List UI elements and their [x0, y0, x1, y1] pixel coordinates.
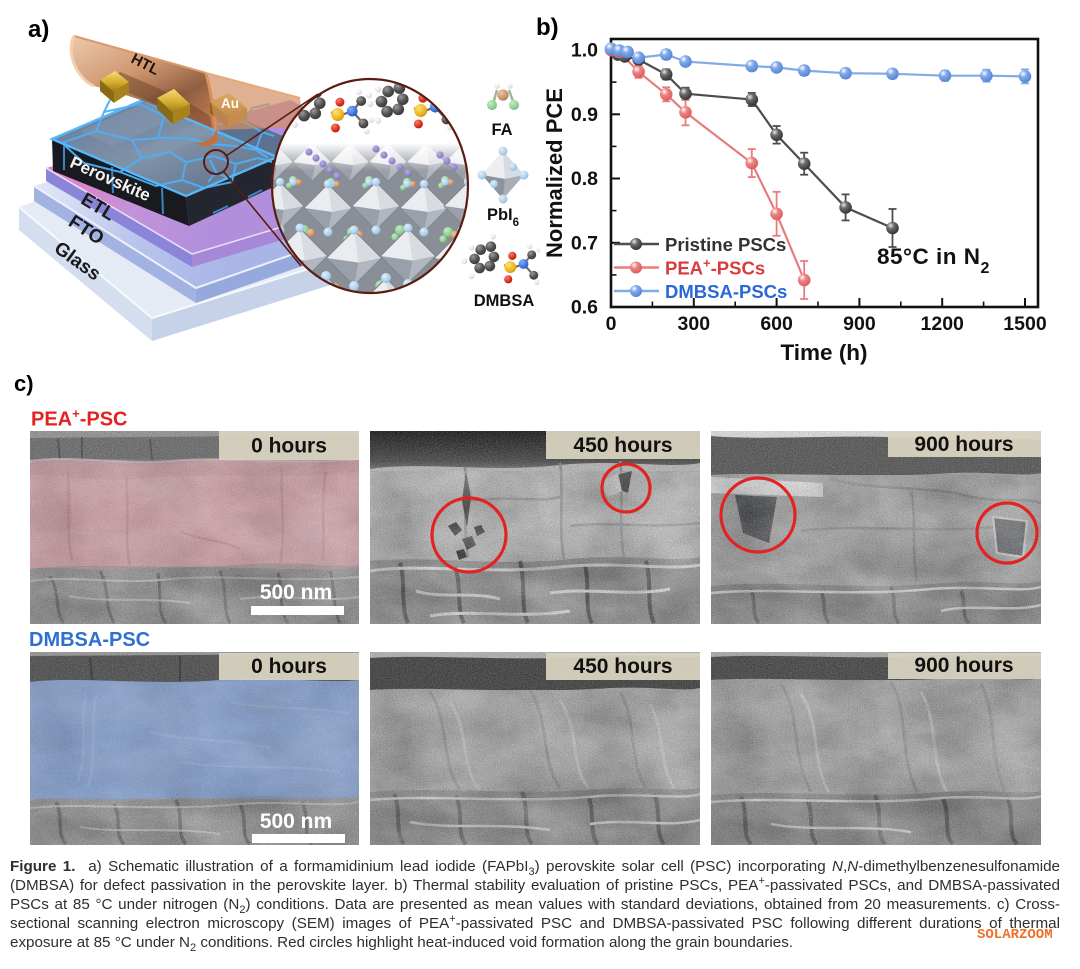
svg-text:450 hours: 450 hours: [573, 434, 672, 457]
svg-text:Au: Au: [221, 96, 239, 111]
svg-text:0 hours: 0 hours: [251, 655, 327, 678]
svg-text:0.6: 0.6: [571, 297, 598, 319]
svg-text:PEA+-PSCs: PEA+-PSCs: [665, 255, 765, 279]
svg-text:PbI6: PbI6: [487, 206, 519, 229]
svg-text:0.8: 0.8: [571, 168, 598, 190]
svg-text:500 nm: 500 nm: [260, 810, 332, 833]
svg-text:900: 900: [843, 313, 876, 335]
svg-text:1500: 1500: [1003, 313, 1047, 335]
svg-text:450 hours: 450 hours: [573, 655, 672, 678]
svg-text:0.9: 0.9: [571, 104, 598, 126]
svg-text:Pristine PSCs: Pristine PSCs: [665, 234, 786, 255]
svg-text:900 hours: 900 hours: [914, 654, 1013, 677]
svg-text:FA: FA: [491, 121, 512, 139]
svg-text:Normalized PCE: Normalized PCE: [542, 88, 567, 258]
svg-text:0.7: 0.7: [571, 232, 598, 254]
svg-text:DMBSA-PSCs: DMBSA-PSCs: [665, 281, 787, 302]
svg-text:0 hours: 0 hours: [251, 435, 327, 458]
svg-text:1.0: 1.0: [571, 40, 598, 62]
svg-text:900 hours: 900 hours: [914, 433, 1013, 456]
svg-text:600: 600: [760, 313, 793, 335]
svg-text:85°C in N2: 85°C in N2: [877, 244, 990, 277]
svg-text:DMBSA: DMBSA: [474, 292, 535, 310]
svg-text:Time (h): Time (h): [780, 340, 867, 365]
svg-text:300: 300: [678, 313, 711, 335]
svg-text:0: 0: [606, 313, 617, 335]
svg-text:1200: 1200: [921, 313, 965, 335]
svg-text:500 nm: 500 nm: [260, 581, 332, 604]
